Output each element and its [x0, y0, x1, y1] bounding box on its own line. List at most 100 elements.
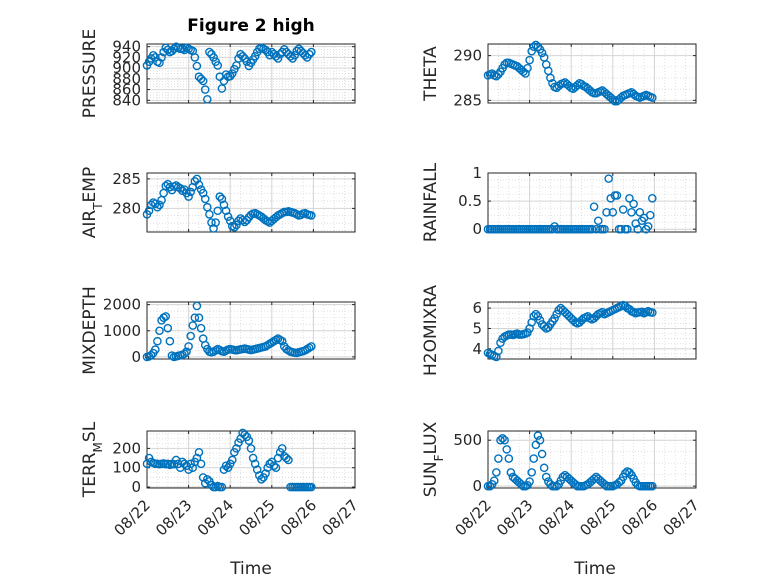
data-point — [535, 316, 545, 325]
data-point — [648, 481, 657, 491]
data-point — [203, 475, 212, 484]
data-point — [533, 311, 543, 321]
data-point — [186, 331, 195, 341]
data-point — [527, 46, 536, 56]
data-point — [502, 445, 512, 454]
data-point — [234, 216, 243, 226]
data-point — [215, 192, 225, 201]
data-point — [155, 326, 164, 336]
data-point — [648, 308, 657, 317]
data-point — [498, 434, 507, 443]
data-point — [205, 209, 214, 219]
y-axis-label-tail: SL — [80, 421, 100, 442]
subplot-rainfall: 0 0.5 1 RAINFALL — [421, 162, 697, 242]
data-point — [198, 473, 208, 482]
data-point — [546, 73, 555, 83]
data-point — [552, 309, 561, 319]
data-point — [159, 47, 168, 57]
y-tick-label: 500 — [453, 431, 482, 449]
data-point — [151, 345, 160, 354]
data-point — [155, 200, 164, 210]
data-point — [539, 463, 549, 473]
data-point — [529, 454, 539, 463]
y-tick-label: 0 — [472, 220, 482, 238]
data-point — [175, 184, 185, 193]
data-point — [492, 468, 501, 477]
y-tick-label: 285 — [112, 170, 141, 188]
data-point — [277, 336, 287, 346]
y-axis-label-subscript: M — [91, 442, 105, 452]
data-point — [271, 463, 281, 473]
data-point — [286, 52, 295, 61]
data-point — [182, 347, 191, 356]
data-point — [602, 208, 611, 217]
data-point — [188, 321, 198, 330]
subplot-theta: 285 290 THETA — [421, 40, 697, 109]
y-tick-label: 0 — [131, 348, 141, 366]
data-point — [213, 61, 223, 70]
data-point — [221, 70, 231, 79]
data-point — [269, 461, 279, 471]
data-point — [589, 202, 599, 212]
data-point — [591, 224, 601, 234]
data-point — [250, 52, 260, 61]
data-point — [194, 313, 204, 322]
data-point — [205, 47, 214, 57]
y-axis-label-main: RAINFALL — [421, 162, 441, 242]
data-point — [504, 454, 514, 463]
data-point — [198, 76, 208, 86]
data-point — [265, 459, 275, 469]
data-point — [246, 444, 256, 453]
data-point — [282, 453, 291, 463]
data-point — [506, 468, 516, 477]
y-tick-label: 5 — [472, 319, 482, 337]
data-point — [541, 472, 551, 482]
data-point — [489, 476, 499, 485]
subplot-h2omixra: 4 5 6 H2OMIXRA — [421, 285, 697, 376]
y-axis-label-main: TERR — [80, 452, 100, 498]
data-point — [261, 469, 270, 478]
data-point — [552, 481, 561, 491]
data-point — [627, 208, 636, 217]
y-axis-label-main: PRESSURE — [80, 29, 100, 118]
data-point — [232, 444, 241, 453]
data-point — [225, 216, 235, 226]
data-point — [273, 54, 283, 63]
data-point — [608, 95, 618, 104]
y-axis-label: PRESSURE — [80, 29, 100, 118]
data-point — [165, 336, 175, 346]
data-point — [192, 453, 202, 463]
axes-box — [487, 301, 697, 360]
y-tick-label: 4 — [472, 340, 482, 358]
y-axis-label-main: H2OMIXRA — [421, 285, 441, 376]
data-point — [523, 328, 532, 337]
data-point — [307, 482, 316, 492]
data-point — [188, 463, 198, 473]
data-point — [180, 45, 189, 55]
data-point — [180, 459, 189, 469]
data-point — [200, 85, 210, 94]
x-axis-label-left: Time — [229, 559, 272, 579]
data-point — [184, 192, 193, 201]
data-point — [248, 453, 258, 463]
data-point — [161, 181, 171, 191]
y-axis-label: TERRMSL — [80, 421, 105, 498]
data-point — [153, 202, 162, 212]
y-tick-label: 900 — [112, 59, 141, 77]
y-tick-label: 6 — [472, 299, 482, 317]
data-point — [184, 465, 193, 474]
data-point — [587, 224, 597, 234]
data-point — [244, 436, 254, 445]
data-point — [516, 480, 526, 489]
data-point — [238, 52, 247, 61]
data-point — [221, 461, 231, 471]
data-point — [213, 206, 223, 216]
data-point — [180, 349, 189, 359]
data-point — [485, 481, 495, 491]
data-point — [186, 187, 195, 197]
y-axis-label: H2OMIXRA — [421, 285, 441, 376]
y-tick-label: 860 — [112, 81, 141, 99]
data-point — [535, 435, 545, 445]
data-point — [500, 435, 509, 445]
